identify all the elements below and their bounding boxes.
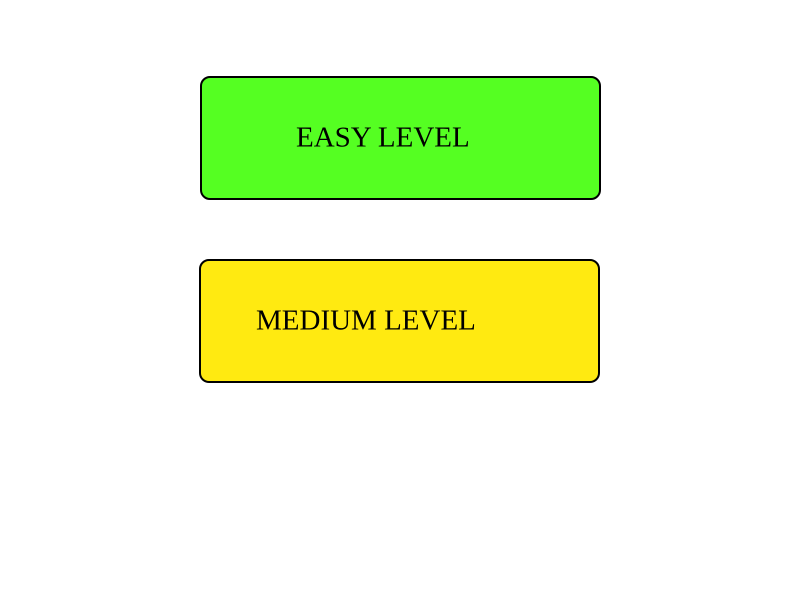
easy-level-label: EASY LEVEL [296, 121, 470, 154]
easy-level-button[interactable]: EASY LEVEL [200, 76, 601, 200]
medium-level-button[interactable]: MEDIUM LEVEL [199, 259, 600, 383]
medium-level-label: MEDIUM LEVEL [256, 304, 476, 337]
